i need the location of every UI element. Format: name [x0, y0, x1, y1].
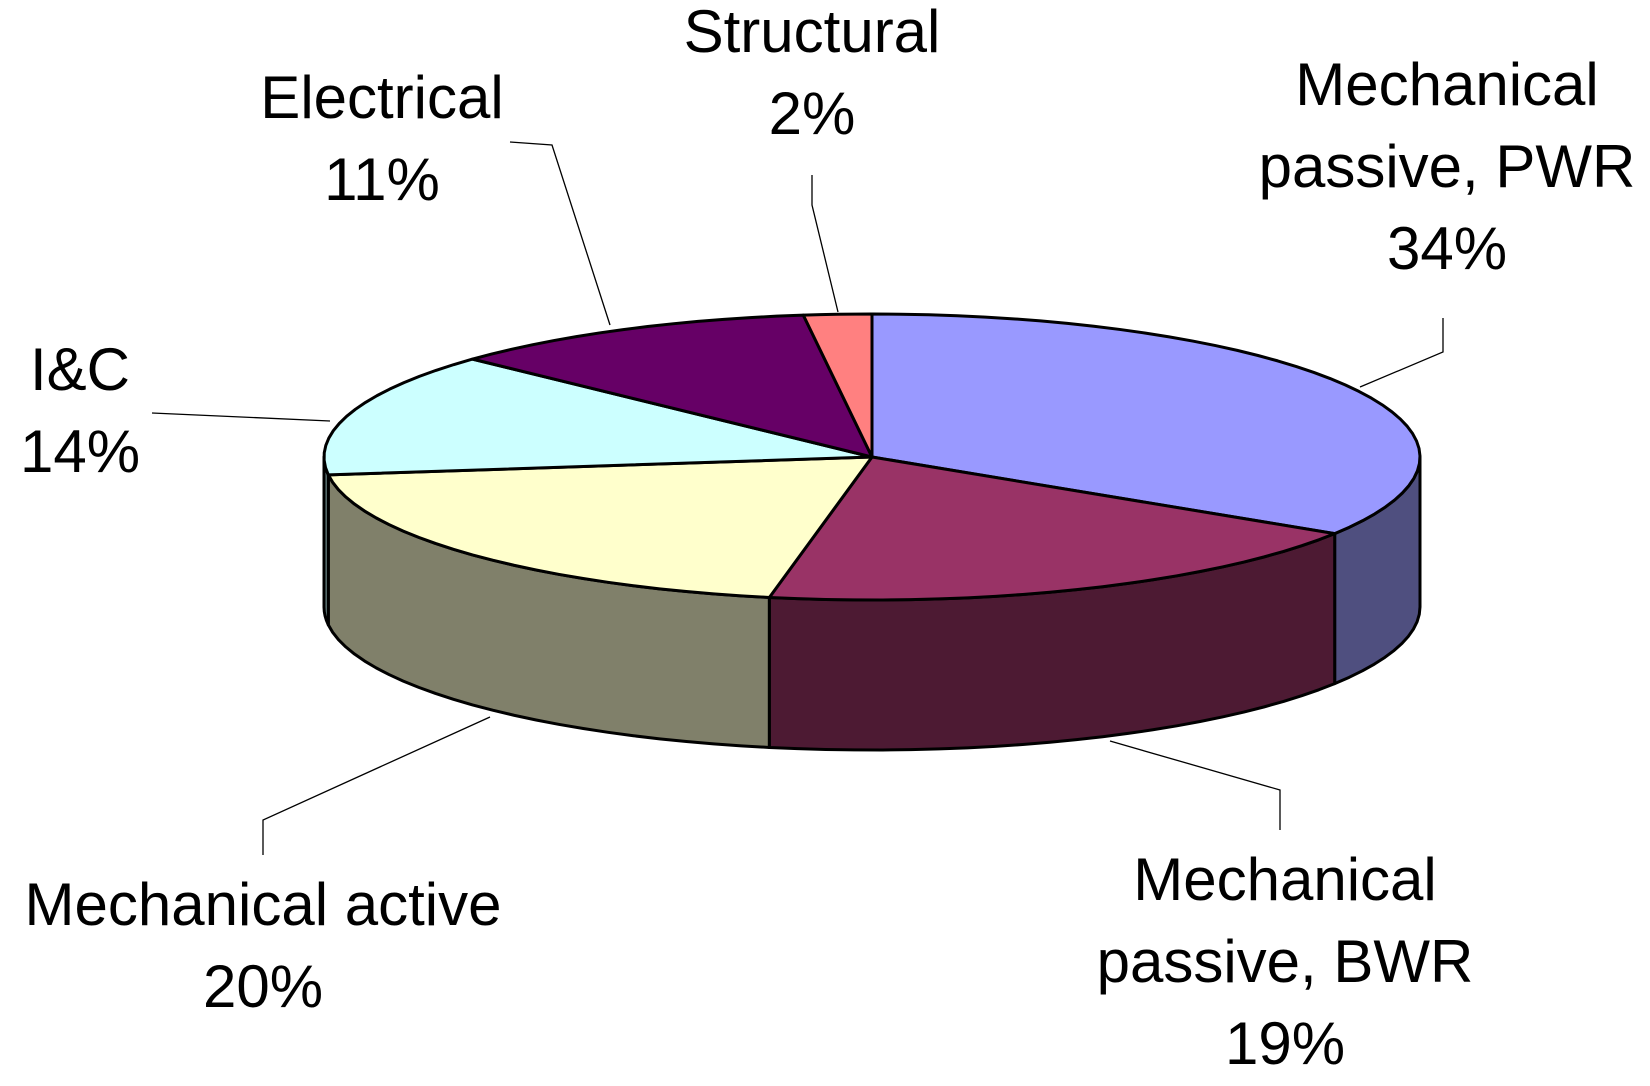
slice-label-mechanical-passive-pwr: Mechanical passive, PWR 34%: [1259, 51, 1636, 282]
leader-line-mechanical-active: [262, 716, 491, 855]
slice-label-electrical: Electrical 11%: [260, 64, 503, 213]
slice-name-label: Mechanical: [1295, 51, 1599, 118]
slice-value-label: 20%: [203, 953, 323, 1020]
slice-labels: Mechanical passive, PWR 34% Mechanical passi…: [20, 0, 1635, 1077]
leader-line-mechanical-passive-bwr: [1109, 740, 1281, 830]
slice-name-label: Electrical: [260, 64, 503, 131]
pie-side-iandc: [322, 455, 330, 627]
slice-name-label: I&C: [30, 336, 130, 403]
slice-value-label: 11%: [324, 146, 440, 213]
pie-slice-structural: [801, 312, 874, 459]
slice-value-label: 19%: [1225, 1010, 1345, 1077]
leader-lines: [151, 141, 1444, 855]
slice-label-mechanical-active: Mechanical active 20%: [25, 871, 502, 1020]
slice-name-label: Structural: [684, 0, 941, 65]
leader-line-mechanical-passive-pwr: [1359, 318, 1444, 388]
leader-line-electrical: [509, 141, 611, 326]
pie-slices: [322, 312, 1422, 602]
slice-label-mechanical-passive-bwr: Mechanical passive, BWR 19%: [1097, 846, 1474, 1077]
slice-value-label: 14%: [20, 418, 140, 485]
slice-name-label: Mechanical: [1133, 846, 1437, 913]
pie-slice-iandc: [322, 357, 874, 477]
leader-line-iandc: [151, 412, 331, 422]
pie-slice-mechanical-passive-bwr: [767, 455, 1337, 602]
pie-sides: [322, 455, 1422, 752]
pie-slice-electrical: [471, 313, 874, 459]
slice-label-structural: Structural 2%: [684, 0, 941, 147]
pie-slice-mechanical-active: [326, 455, 874, 599]
leader-line-structural: [811, 175, 839, 313]
slice-value-label: 2%: [769, 80, 856, 147]
slice-name-label: passive, PWR: [1259, 133, 1636, 200]
slice-label-iandc: I&C 14%: [20, 336, 140, 485]
slice-value-label: 34%: [1387, 215, 1507, 282]
slice-name-label: Mechanical active: [25, 871, 502, 938]
slice-name-label: passive, BWR: [1097, 928, 1474, 995]
